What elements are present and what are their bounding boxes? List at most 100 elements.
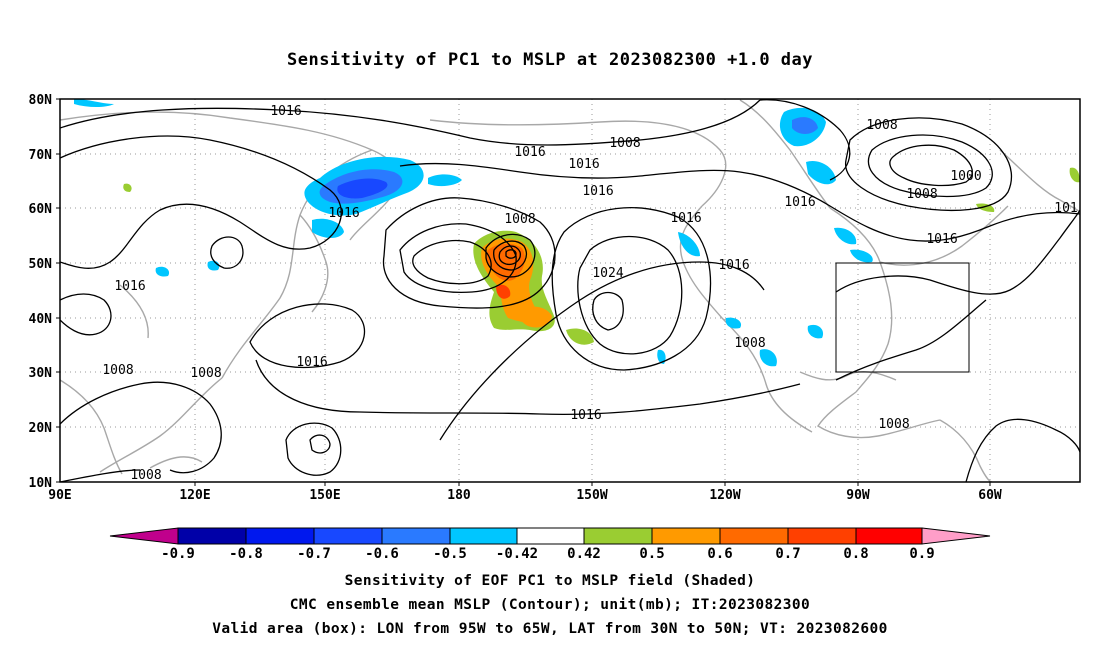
contour-line: [845, 117, 1013, 212]
contour-label: 1008: [190, 366, 221, 381]
caption-contour: CMC ensemble mean MSLP (Contour); unit(m…: [289, 597, 811, 613]
contour-line: [759, 99, 851, 181]
contour-label: 1000: [950, 169, 981, 184]
negative-patch: [807, 324, 824, 339]
longitude-label: 150E: [309, 488, 340, 503]
positive-patch: [1069, 167, 1080, 183]
contour-line: [210, 236, 244, 269]
longitude-label: 120E: [179, 488, 210, 503]
contour-label: 1016: [296, 355, 327, 370]
colorbar-swatch: [449, 527, 518, 545]
colorbar-swatch: [381, 527, 451, 545]
contour-line: [889, 144, 973, 187]
chart-title: Sensitivity of PC1 to MSLP at 2023082300…: [286, 50, 813, 70]
colorbar-label: -0.6: [365, 546, 399, 562]
contour-line: [835, 209, 1080, 295]
latitude-label: 50N: [29, 257, 53, 272]
contour-line: [965, 418, 1080, 482]
caption-valid-area: Valid area (box): LON from 95W to 65W, L…: [212, 621, 888, 637]
negative-patch: [678, 232, 700, 257]
colorbar-labels: -0.9 -0.8 -0.7 -0.6 -0.5 -0.42 0.42 0.5 …: [161, 546, 935, 562]
negative-patch: [74, 99, 114, 107]
negative-patch: [759, 349, 777, 367]
colorbar-label: 0.6: [707, 546, 732, 562]
valid-area-box: [835, 262, 970, 373]
colorbar-label: -0.9: [161, 546, 195, 562]
contour-label: 1008: [734, 336, 765, 351]
longitude-label: 90E: [48, 488, 71, 503]
contour-line: [60, 469, 141, 482]
contour-label: 1016: [582, 184, 613, 199]
negative-patch: [155, 266, 170, 277]
colorbar-label: 0.9: [909, 546, 934, 562]
contour-label: 1016: [270, 104, 301, 119]
longitude-label: 90W: [846, 488, 870, 503]
contour-label: 1016: [926, 232, 957, 247]
contour-line: [485, 233, 536, 278]
latitude-label: 60N: [29, 202, 53, 217]
contour-line: [60, 99, 761, 146]
contour-label: 1016: [328, 206, 359, 221]
longitude-label: 120W: [709, 488, 740, 503]
contour-label: 1008: [609, 136, 640, 151]
contour-line: [60, 293, 112, 336]
contour-label-group: 1016 1008 1016 1016 1016 1008 1024 1016 …: [102, 104, 1077, 483]
colorbar-label: 0.8: [843, 546, 868, 562]
colorbar-swatch: [313, 527, 383, 545]
longitude-label: 150W: [576, 488, 607, 503]
contour-line: [399, 162, 1080, 242]
latitude-label: 10N: [29, 476, 53, 491]
contour-label: 1008: [906, 187, 937, 202]
colorbar-end-high: [921, 527, 991, 545]
contour-line: [867, 134, 993, 198]
colorbar-swatch: [177, 527, 247, 545]
longitude-label: 60W: [978, 488, 1002, 503]
negative-patch: [725, 317, 742, 329]
contour-line: [309, 434, 331, 454]
coastlines: [60, 99, 1080, 482]
contour-label: 1016: [718, 258, 749, 273]
colorbar-label: 0.7: [775, 546, 800, 562]
negative-patch: [850, 249, 873, 263]
colorbar-label: 0.42: [567, 546, 601, 562]
contour-label: 1016: [514, 145, 545, 160]
negative-patch: [657, 349, 666, 364]
colorbar-label: -0.8: [229, 546, 263, 562]
contour-line: [493, 240, 527, 271]
contour-line: [60, 381, 222, 474]
latitude-label: 70N: [29, 148, 53, 163]
longitude-axis: 90E 120E 150E 180 150W 120W 90W 60W: [48, 488, 1002, 503]
colorbar-swatch: [719, 527, 789, 545]
contour-label: 1008: [866, 118, 897, 133]
contour-label: 1008: [878, 417, 909, 432]
colorbar-swatch: [583, 527, 653, 545]
contour-label: 1016: [670, 211, 701, 226]
contour-line: [439, 261, 765, 441]
negative-patch: [428, 174, 462, 187]
contour-line: [498, 245, 521, 266]
contour-line: [382, 197, 556, 309]
longitude-label: 180: [447, 488, 471, 503]
positive-patch: [520, 306, 552, 328]
contour-line: [412, 239, 492, 285]
negative-patch: [207, 260, 220, 271]
colorbar-swatch: [787, 527, 857, 545]
colorbar-swatch: [516, 527, 585, 545]
contour-label: 1008: [102, 363, 133, 378]
latitude-label: 20N: [29, 421, 53, 436]
contour-label: 1024: [592, 266, 623, 281]
latitude-ticks: [56, 98, 60, 483]
colorbar-swatch: [245, 527, 315, 545]
colorbar-swatch: [855, 527, 923, 545]
latitude-label: 80N: [29, 93, 53, 108]
negative-patch: [337, 178, 388, 199]
colorbar-label: -0.7: [297, 546, 331, 562]
contour-line: [60, 135, 342, 269]
contour-label: 101: [1054, 201, 1077, 216]
contour-line: [505, 249, 517, 259]
contour-line: [551, 207, 712, 371]
contour-label: 1016: [568, 157, 599, 172]
contour-label: 1016: [570, 408, 601, 423]
contour-line: [255, 359, 801, 416]
